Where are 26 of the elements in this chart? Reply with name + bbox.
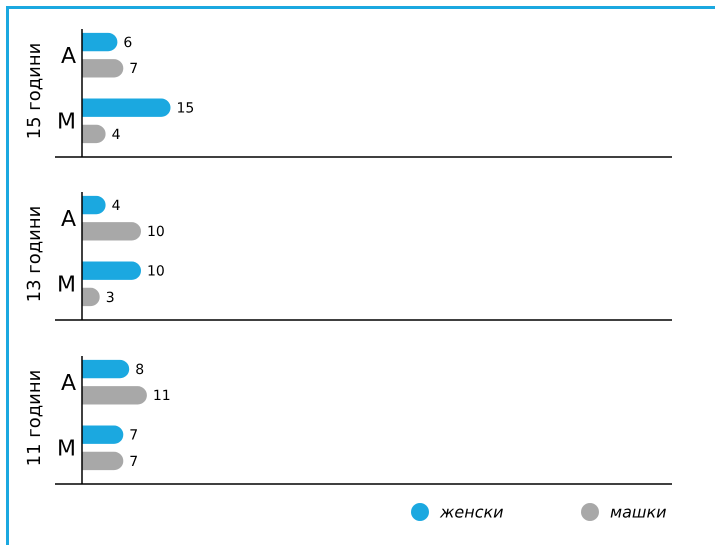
data-label: 7 — [129, 61, 138, 78]
data-label: 10 — [147, 224, 165, 240]
y-axis-title: 13 години — [24, 206, 45, 302]
data-label: 8 — [135, 362, 144, 378]
y-tick-label: M — [57, 110, 76, 135]
data-label: 4 — [112, 126, 121, 143]
y-tick-label: A — [60, 44, 76, 69]
data-label: 11 — [152, 388, 171, 404]
data-label: 15 — [176, 100, 194, 117]
bar — [82, 98, 170, 117]
data-label: 7 — [129, 454, 138, 470]
legend-label: машки — [610, 502, 667, 522]
data-label: 6 — [123, 34, 132, 51]
y-tick-label: M — [57, 272, 76, 298]
y-axis-title: 11 години — [24, 370, 45, 466]
y-axis-title: 15 години — [24, 42, 45, 140]
y-tick-label: A — [60, 370, 76, 396]
data-label: 3 — [106, 290, 115, 306]
data-label: 4 — [112, 198, 121, 214]
bar — [82, 32, 118, 52]
bar — [82, 59, 124, 78]
data-label: 10 — [147, 264, 165, 280]
y-tick-label: M — [57, 436, 76, 462]
y-tick-label: A — [60, 206, 76, 232]
data-label: 7 — [129, 428, 138, 444]
legend-label: женски — [439, 502, 504, 522]
